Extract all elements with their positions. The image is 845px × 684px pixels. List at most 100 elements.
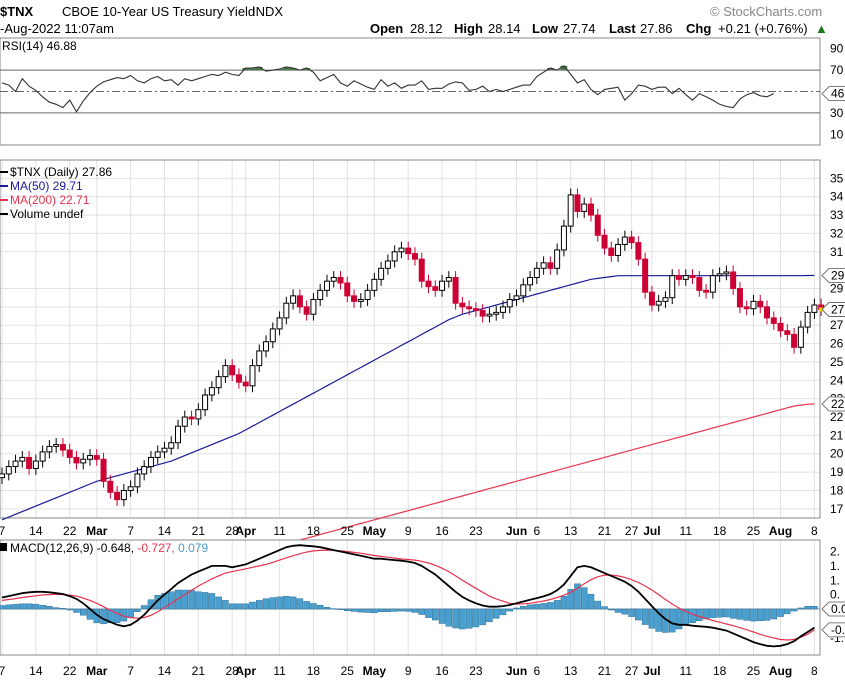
price-y-tick-label: 29 [830, 282, 844, 296]
candle-body [655, 300, 662, 306]
price-y-tick-label: 20 [830, 447, 844, 461]
macd-histogram-bar [675, 608, 683, 630]
macd-signal-tag-label: -0. [831, 623, 845, 637]
macd-x-tick-label: 14 [29, 664, 43, 678]
macd-x-tick-label: Mar [86, 664, 108, 678]
macd-histogram-bar [168, 591, 175, 610]
macd-histogram-bar [756, 608, 764, 621]
candle-body [235, 374, 242, 383]
macd-histogram-bar [438, 608, 446, 624]
security-name: CBOE 10-Year US Treasury Yield [62, 4, 255, 19]
low-label: Low [532, 21, 559, 36]
candle-body [120, 489, 127, 501]
candle-body [202, 394, 209, 411]
macd-histogram-bar [432, 608, 439, 621]
macd-histogram-bar [337, 608, 344, 610]
candle-body [32, 460, 39, 469]
candle-body [770, 317, 777, 324]
candle-body [391, 251, 398, 262]
price-y-tick-label: 24 [830, 373, 844, 387]
macd-histogram-bar [513, 607, 520, 610]
macd-histogram-bar [181, 589, 189, 610]
last-label: Last [609, 21, 636, 36]
candle-body [648, 291, 655, 306]
macd-x-tick-label: 28 [226, 664, 240, 678]
price-y-tick-label: 25 [830, 355, 844, 369]
low-value: 27.74 [563, 21, 596, 36]
price-x-tick-label: Jun [506, 524, 527, 538]
candle-body [303, 306, 310, 315]
macd-histogram-bar [384, 608, 392, 613]
macd-histogram-bar [797, 607, 805, 610]
macd-histogram-bar [283, 595, 290, 610]
candle-body [181, 416, 188, 427]
candle-body [506, 299, 513, 308]
macd-x-tick-label: 8 [811, 664, 818, 678]
candle-body [594, 214, 601, 236]
last-price-tag [821, 302, 845, 317]
price-y-tick-label: 32 [830, 226, 844, 240]
candle-body [154, 451, 161, 458]
price-x-tick-label: 23 [469, 524, 483, 538]
candle-body [242, 381, 249, 387]
macd-histogram-bar [696, 608, 703, 621]
candle-body [364, 289, 371, 301]
candle-body [716, 273, 723, 277]
candle-body [669, 275, 676, 299]
price-legend-volume: Volume undef [10, 207, 84, 221]
rsi-overbought-fill [560, 65, 568, 71]
macd-x-tick-label: Jul [643, 664, 660, 678]
macd-x-tick-label: Aug [769, 664, 792, 678]
macd-histogram-bar [195, 591, 202, 610]
macd-histogram-bar [736, 608, 744, 620]
macd-x-tick-label: 18 [307, 664, 321, 678]
macd-histogram-bar [418, 608, 425, 615]
candle-body [127, 486, 134, 491]
candle-body [757, 300, 764, 308]
ma50-tag-label: 29 [831, 268, 845, 282]
price-x-tick-label: Apr [235, 524, 256, 538]
macd-x-tick-label: May [363, 664, 387, 678]
price-legend-tnx: $TNX (Daily) 27.86 [10, 165, 112, 179]
price-legend-ma200: MA(200) 22.71 [10, 193, 90, 207]
macd-histogram-bar [486, 608, 493, 623]
macd-histogram-bar [520, 605, 527, 610]
candle-body [53, 444, 60, 447]
macd-histogram-bar [445, 608, 453, 627]
macd-histogram-bar [729, 608, 737, 619]
macd-histogram-bar [594, 600, 602, 610]
price-x-tick-label: 18 [307, 524, 321, 538]
macd-histogram-bar [479, 608, 486, 626]
macd-histogram-bar [25, 603, 33, 610]
macd-histogram-bar [235, 603, 243, 610]
macd-histogram-bar [777, 608, 784, 617]
macd-histogram-bar [330, 608, 337, 610]
macd-frame [0, 539, 821, 656]
rsi-overbought-fill [282, 66, 290, 71]
macd-histogram-bar [648, 608, 656, 629]
macd-histogram-bar [371, 608, 378, 614]
macd-x-tick-label: 16 [435, 664, 449, 678]
macd-histogram-bar [242, 603, 249, 610]
candle-body [357, 299, 364, 302]
candle-body [73, 456, 80, 464]
candle-body [337, 276, 344, 284]
macd-histogram-bar [113, 608, 121, 624]
macd-legend-histogram: 0.079 [178, 541, 208, 555]
macd-histogram-bar [73, 608, 80, 613]
candle-body [107, 480, 114, 493]
macd-histogram-bar [310, 603, 317, 610]
watermark: © StockCharts.com [710, 4, 822, 19]
candle-body [222, 365, 229, 378]
macd-panel: 2.1.1.0.0.-1.0.0-0.MACD(12,26,9) -0.648,… [0, 539, 845, 678]
price-x-tick-label: Aug [769, 524, 792, 538]
high-label: High [454, 21, 483, 36]
candle-body [276, 317, 283, 330]
price-x-tick-label: Jul [643, 524, 660, 538]
macd-histogram-bar [154, 594, 161, 610]
price-x-tick-label: 11 [680, 524, 693, 538]
candle-body [608, 247, 615, 256]
candle-body [452, 276, 459, 304]
candle-body [466, 306, 473, 310]
